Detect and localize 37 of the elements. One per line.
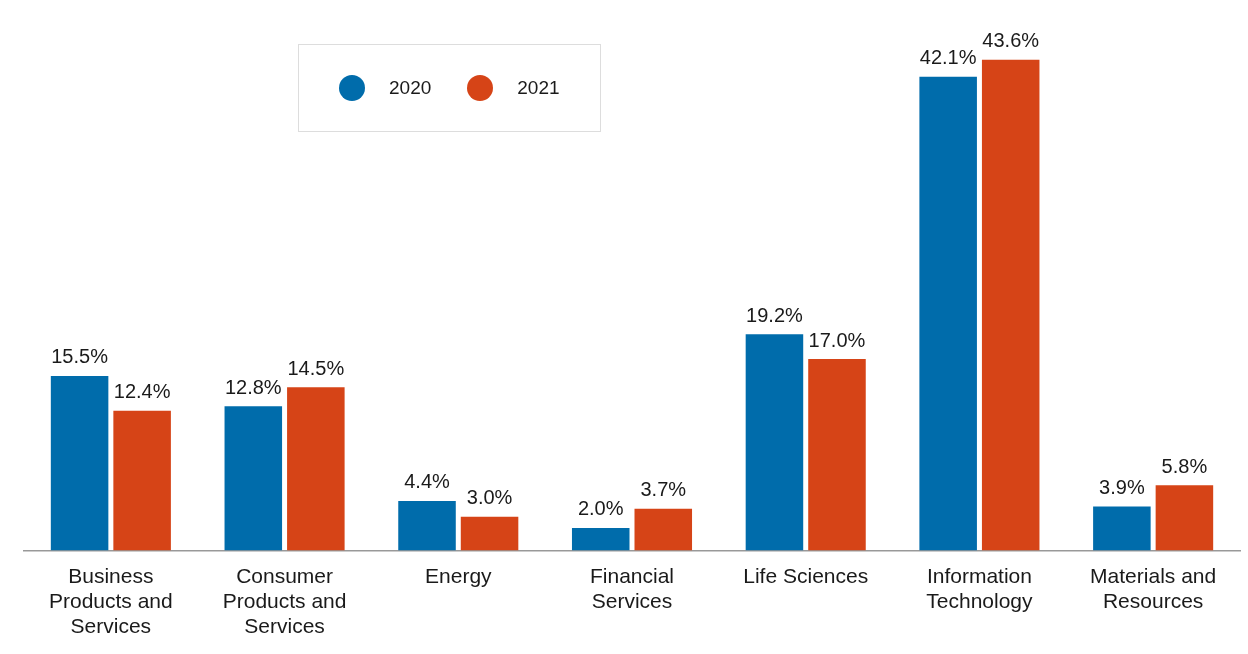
bar [634,508,693,551]
data-label: 12.4% [113,380,171,403]
data-label: 17.0% [808,328,866,351]
bar [287,387,345,551]
data-label: 2.0% [577,497,624,520]
x-tick-label: Energy [425,563,493,587]
data-label: 19.2% [746,303,804,326]
data-label: 14.5% [287,356,345,379]
bar [981,59,1040,551]
legend-label: 2020 [389,77,432,99]
bar [745,334,804,551]
data-label: 3.9% [1099,476,1145,499]
x-tick-label: Information Technology [926,563,1034,612]
bar [50,375,109,551]
bar [1155,485,1214,551]
legend-label: 2021 [517,77,560,99]
data-label: 12.8% [224,375,282,398]
bar [808,359,866,551]
bar [919,76,977,551]
x-tick-label: Business Products and Services [48,563,173,638]
x-tick-label: Consumer Products and Services [222,563,347,638]
data-label: 4.4% [404,470,451,493]
x-tick-label: Life Sciences [743,563,869,587]
data-label: 5.8% [1161,454,1208,477]
bar [460,516,519,551]
data-label: 3.7% [640,478,687,501]
bar [398,500,456,551]
data-label: 15.5% [51,345,109,368]
bar [113,410,171,551]
bar [571,527,630,551]
data-label: 42.1% [919,46,977,69]
data-label: 3.0% [466,486,513,509]
bar [224,406,283,551]
data-label: 43.6% [982,29,1040,52]
x-tick-label: Materials and Resources [1090,563,1217,612]
x-tick-label: Financial Services [589,563,675,612]
bar [1093,506,1151,551]
